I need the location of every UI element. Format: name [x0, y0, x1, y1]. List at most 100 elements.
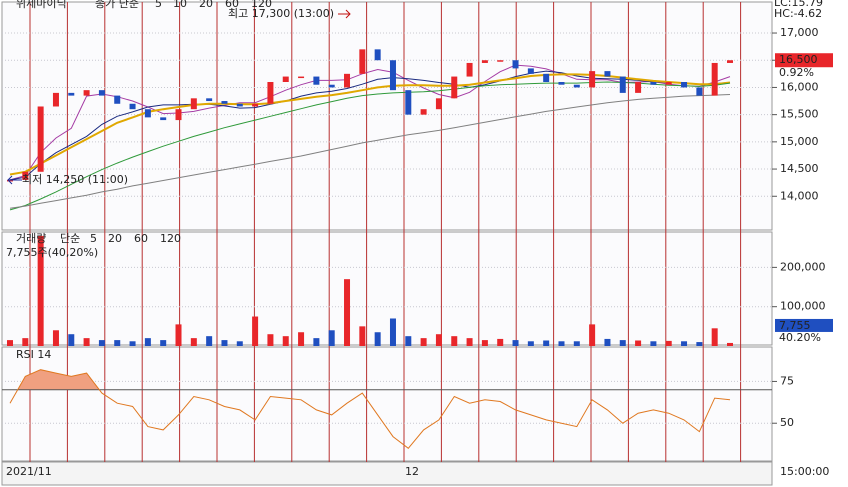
- volume-bar: [558, 341, 565, 346]
- candle: [129, 103, 136, 110]
- low-arrow: [7, 175, 22, 185]
- volume-bar: [129, 341, 136, 346]
- candle: [512, 60, 519, 69]
- legend-prefix: 단순: [60, 232, 80, 245]
- x-label: 12: [405, 465, 419, 478]
- volume-title: 거래량: [16, 232, 46, 245]
- y-tick-label: 50: [780, 416, 794, 429]
- volume-bar: [221, 340, 228, 346]
- candle: [573, 84, 580, 88]
- volume-bar: [267, 334, 274, 346]
- candle: [681, 82, 688, 88]
- legend-item: 20: [199, 0, 213, 10]
- candle: [604, 71, 611, 77]
- candle: [175, 109, 182, 121]
- ma-line: [9, 70, 731, 181]
- candle: [190, 98, 197, 110]
- candle: [497, 60, 504, 62]
- candle: [665, 82, 672, 85]
- volume-bar: [160, 340, 167, 346]
- candle: [435, 98, 442, 110]
- volume-bar: [313, 338, 320, 346]
- candle: [527, 68, 534, 74]
- candle: [37, 106, 44, 172]
- volume-bar: [420, 338, 427, 346]
- volume-bar: [52, 330, 59, 346]
- overbought-fill: [10, 369, 730, 390]
- y-tick-label: 16,000: [780, 80, 819, 93]
- candle: [727, 60, 733, 63]
- candle: [696, 87, 703, 96]
- candle: [221, 101, 228, 104]
- candle: [481, 60, 488, 63]
- candle: [206, 98, 213, 102]
- candle: [144, 109, 151, 118]
- y-tick-label: 100,000: [780, 300, 826, 313]
- instrument: 위세마이닉: [16, 0, 67, 10]
- ma-line: [9, 81, 731, 211]
- candle: [344, 73, 351, 88]
- legend-item: 120: [160, 232, 181, 245]
- candle: [22, 171, 29, 180]
- volume-bar: [252, 316, 259, 346]
- rsi-line: [9, 369, 731, 449]
- candle: [650, 82, 657, 85]
- change-label: 0.92%: [779, 66, 814, 79]
- candle: [52, 92, 59, 107]
- rsi-panel: [1, 346, 773, 462]
- candle: [328, 84, 335, 88]
- volume-bar: [359, 326, 366, 346]
- last-price: 16,500: [779, 53, 818, 66]
- volume-bar: [451, 336, 458, 346]
- time-label: 15:00:00: [780, 465, 829, 478]
- volume-bar: [298, 332, 305, 346]
- candle: [635, 82, 642, 93]
- x-label: 2021/11: [6, 465, 52, 478]
- volume-panel: [1, 231, 773, 346]
- volume-bar: [681, 341, 688, 346]
- last-volume: 7,755: [779, 319, 811, 332]
- volume-bar: [83, 338, 90, 346]
- y-tick-label: 15,000: [780, 135, 819, 148]
- candle: [98, 90, 105, 96]
- volume-bar: [22, 338, 29, 346]
- volume-bar: [466, 338, 473, 346]
- high-arrow: [338, 9, 351, 19]
- legend-item: 5: [90, 232, 97, 245]
- volume-bar: [497, 338, 504, 346]
- volume-bar: [696, 342, 703, 346]
- volume-bar: [727, 342, 733, 346]
- volume-status: 7,755주(40,20%): [6, 246, 98, 259]
- candle: [558, 82, 565, 85]
- volume-bar: [711, 328, 718, 346]
- legend-prefix: 종가 단순: [95, 0, 139, 10]
- y-tick-label: 200,000: [780, 260, 826, 273]
- candle: [374, 49, 381, 61]
- y-tick-label: 14,500: [780, 162, 819, 175]
- y-tick-label: 15,500: [780, 108, 819, 121]
- x-axis: [1, 461, 773, 486]
- legend-item: 5: [155, 0, 162, 10]
- candle: [313, 76, 320, 85]
- volume-bar: [328, 330, 335, 346]
- volume-bar: [481, 340, 488, 346]
- volume-bar: [282, 336, 289, 346]
- candle: [7, 179, 13, 182]
- candle: [420, 109, 427, 115]
- volume-bar: [206, 336, 213, 346]
- volume-bar: [68, 334, 75, 346]
- volume-bar: [619, 340, 626, 346]
- y-tick-label: 17,000: [780, 26, 819, 39]
- volume-bar: [635, 340, 642, 346]
- candle: [711, 62, 718, 96]
- candle: [619, 76, 626, 93]
- volume-bar: [37, 235, 44, 346]
- candle: [543, 73, 550, 82]
- volume-bar: [344, 279, 351, 346]
- last-volume-box: [775, 318, 833, 332]
- candle: [359, 49, 366, 74]
- volume-bar: [175, 324, 182, 346]
- volume-bar: [650, 341, 657, 346]
- volume-bar: [405, 336, 412, 346]
- legend-item: 120: [251, 0, 272, 10]
